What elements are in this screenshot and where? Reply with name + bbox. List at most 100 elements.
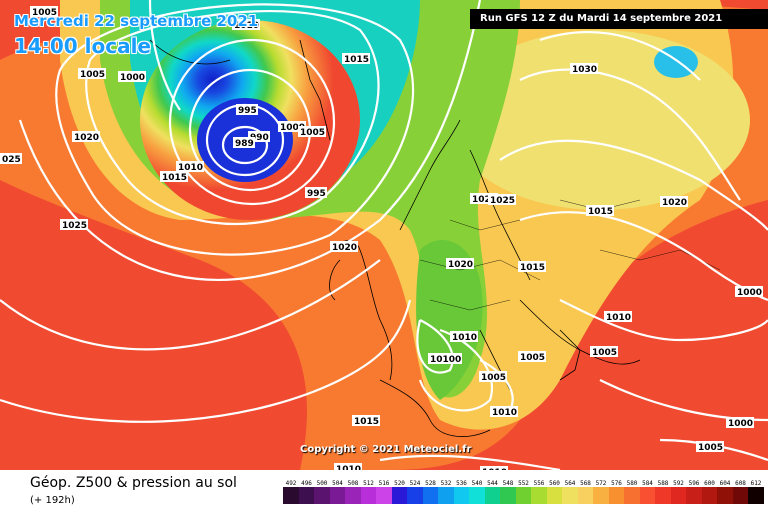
forecast-lead: (+ 192h) bbox=[30, 495, 75, 506]
copyright-text: Copyright © 2021 Meteociel.fr bbox=[300, 444, 472, 455]
isobar-label: 1010 bbox=[452, 333, 477, 343]
isobar-label-bg bbox=[570, 63, 598, 74]
legend-cell: 512 bbox=[360, 478, 377, 504]
legend-cell: 516 bbox=[376, 478, 392, 504]
legend-cell: 520 bbox=[391, 478, 408, 504]
legend-cell: 556 bbox=[531, 478, 547, 504]
isobar-label-bg bbox=[232, 19, 260, 30]
isobar-label-bg bbox=[660, 196, 688, 207]
isobar-label-bg bbox=[30, 6, 58, 17]
isobar-labels: 1005101010001005101510201025995990989100… bbox=[0, 6, 763, 470]
legend-cell: 588 bbox=[655, 478, 671, 504]
isobar-label: 1005 bbox=[520, 353, 545, 363]
isobar-label: 1020 bbox=[74, 133, 99, 143]
legend-value: 576 bbox=[611, 480, 622, 487]
isobar-label-bg bbox=[604, 311, 632, 322]
isobar-label: 1010 bbox=[178, 163, 203, 173]
isobar-label: 1020 bbox=[448, 260, 473, 270]
legend-value: 512 bbox=[363, 480, 374, 487]
isobar-label: 1020 bbox=[662, 198, 687, 208]
valid-time: 14:00 locale bbox=[14, 34, 151, 58]
isobar-label: 1010 bbox=[336, 465, 361, 470]
model-run-label: Run GFS 12 Z du Mardi 14 septembre 2021 bbox=[470, 9, 768, 29]
legend-cell: 496 bbox=[298, 478, 315, 504]
legend-value: 552 bbox=[518, 480, 529, 487]
isobar-label-bg bbox=[248, 131, 270, 142]
chart-title: Géop. Z500 & pression au sol bbox=[30, 475, 237, 491]
legend-value: 524 bbox=[409, 480, 421, 487]
isobar-label-bg bbox=[479, 371, 507, 382]
isobar-label: 1010 bbox=[234, 21, 259, 31]
isobar-label: 1005 bbox=[300, 128, 325, 138]
isobar-label-bg bbox=[446, 258, 474, 269]
legend-cell: 576 bbox=[608, 478, 625, 504]
isobar-label-bg bbox=[490, 406, 518, 417]
legend-value: 556 bbox=[533, 480, 545, 487]
isobar-label-bg bbox=[428, 353, 462, 364]
isobar-label: 1005 bbox=[32, 8, 57, 18]
isobar-label: 1010 bbox=[482, 468, 507, 470]
legend-cell: 612 bbox=[748, 478, 764, 504]
isobar-label: 995 bbox=[238, 106, 257, 116]
legend-cell: 572 bbox=[593, 478, 609, 504]
legend-value: 596 bbox=[688, 480, 700, 487]
isobar-label: 1010 bbox=[492, 408, 517, 418]
legend-value: 504 bbox=[332, 480, 343, 487]
isobar-label-bg bbox=[176, 161, 204, 172]
legend-value: 520 bbox=[394, 480, 405, 487]
isobar-label-bg bbox=[78, 68, 106, 79]
isobar-label-bg bbox=[0, 153, 22, 164]
isobar-label-bg bbox=[334, 463, 362, 470]
isobar-label: 990 bbox=[250, 133, 269, 143]
legend-cell: 524 bbox=[407, 478, 423, 504]
isobar-label-bg bbox=[352, 415, 380, 426]
legend-value: 568 bbox=[580, 480, 591, 487]
isobar-label-bg bbox=[450, 331, 478, 342]
isobar-label: 1000 bbox=[737, 288, 762, 298]
isobar-label: 1025 bbox=[472, 195, 497, 205]
legend-value: 608 bbox=[735, 480, 746, 487]
legend-cell: 548 bbox=[500, 478, 516, 504]
legend-value: 532 bbox=[440, 480, 452, 487]
isobar-label-bg bbox=[480, 466, 508, 470]
isobar-label-bg bbox=[735, 286, 763, 297]
legend-cell: 500 bbox=[314, 478, 330, 504]
isobar-label: 995 bbox=[307, 189, 326, 199]
legend-value: 528 bbox=[425, 480, 436, 487]
legend-cell: 592 bbox=[670, 478, 687, 504]
legend-cell: 552 bbox=[515, 478, 532, 504]
map-svg: 1005101010001005101510201025995990989100… bbox=[0, 0, 768, 470]
isobar-label: 1005 bbox=[592, 348, 617, 358]
isobar-label-bg bbox=[586, 205, 614, 216]
isobar-label: 1000 bbox=[728, 419, 753, 429]
valid-date: Mercredi 22 septembre 2021 bbox=[14, 12, 259, 30]
isobar-label-bg bbox=[278, 121, 306, 132]
legend-value: 548 bbox=[502, 480, 514, 487]
legend-value: 604 bbox=[719, 480, 731, 487]
legend-value: 600 bbox=[704, 480, 715, 487]
isobar-label-bg bbox=[470, 193, 498, 204]
isobar-label: 1015 bbox=[588, 207, 613, 217]
isobar-label-bg bbox=[696, 441, 724, 452]
isobar-label: 1015 bbox=[344, 55, 369, 65]
legend-cell: 508 bbox=[345, 478, 361, 504]
legend-cell: 560 bbox=[546, 478, 563, 504]
isobar-label: 1000 bbox=[280, 123, 305, 133]
legend-cell: 540 bbox=[469, 478, 485, 504]
legend-value: 508 bbox=[347, 480, 359, 487]
legend-cell: 564 bbox=[562, 478, 578, 504]
legend-cell: 532 bbox=[438, 478, 454, 504]
legend-value: 500 bbox=[316, 480, 328, 487]
isobar-label-bg bbox=[518, 261, 546, 272]
legend-value: 588 bbox=[657, 480, 669, 487]
legend-value: 540 bbox=[471, 480, 483, 487]
legend-value: 584 bbox=[642, 480, 653, 487]
legend-cell: 492 bbox=[283, 478, 299, 504]
legend-cell: 528 bbox=[422, 478, 439, 504]
legend-value: 536 bbox=[456, 480, 467, 487]
isobar-label-bg bbox=[160, 171, 188, 182]
legend-value: 544 bbox=[487, 480, 498, 487]
isobar-label: 1025 bbox=[490, 196, 515, 206]
legend-value: 560 bbox=[549, 480, 560, 487]
